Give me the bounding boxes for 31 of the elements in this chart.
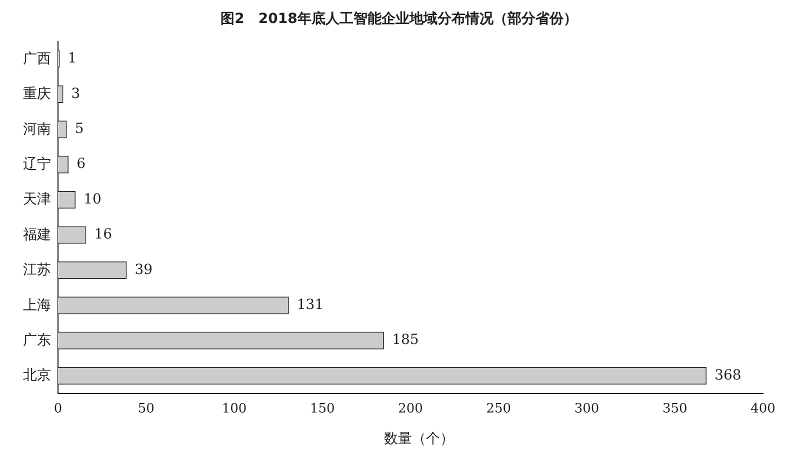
y-tick-label: 天津: [23, 190, 51, 207]
x-tick-label: 250: [486, 402, 512, 417]
data-label: 131: [296, 297, 324, 314]
y-tick-label: 福建: [23, 226, 51, 242]
y-tick-label: 广东: [23, 331, 51, 348]
y-tick-label: 江苏: [23, 261, 51, 278]
data-label: 10: [84, 191, 102, 208]
y-tick-label: 上海: [23, 296, 51, 312]
data-label: 368: [714, 367, 742, 384]
chart-title: 图2 2018年底人工智能企业地域分布情况（部分省份）: [220, 10, 578, 28]
y-tick-label: 河南: [23, 120, 51, 136]
data-label: 185: [392, 332, 419, 348]
y-tick-label: 广西: [23, 50, 51, 66]
data-label: 39: [134, 262, 153, 278]
data-label: 1: [68, 50, 77, 67]
x-tick-label: 350: [662, 402, 688, 417]
data-label: 16: [94, 226, 112, 243]
x-tick-label: 50: [138, 402, 154, 417]
x-axis-title: 数量（个）: [383, 430, 455, 448]
x-tick-label: 150: [310, 402, 335, 417]
x-tick-label: 300: [574, 402, 600, 417]
x-tick-label: 200: [398, 402, 423, 417]
y-tick-label: 重庆: [23, 85, 51, 102]
data-label: 6: [76, 156, 86, 172]
data-label: 5: [74, 121, 84, 138]
data-label: 3: [71, 86, 80, 102]
x-tick-label: 100: [222, 402, 247, 417]
y-tick-label: 辽宁: [23, 155, 51, 172]
x-tick-label: 400: [750, 402, 776, 417]
y-tick-label: 北京: [23, 366, 51, 383]
x-tick-label: 0: [54, 402, 62, 417]
